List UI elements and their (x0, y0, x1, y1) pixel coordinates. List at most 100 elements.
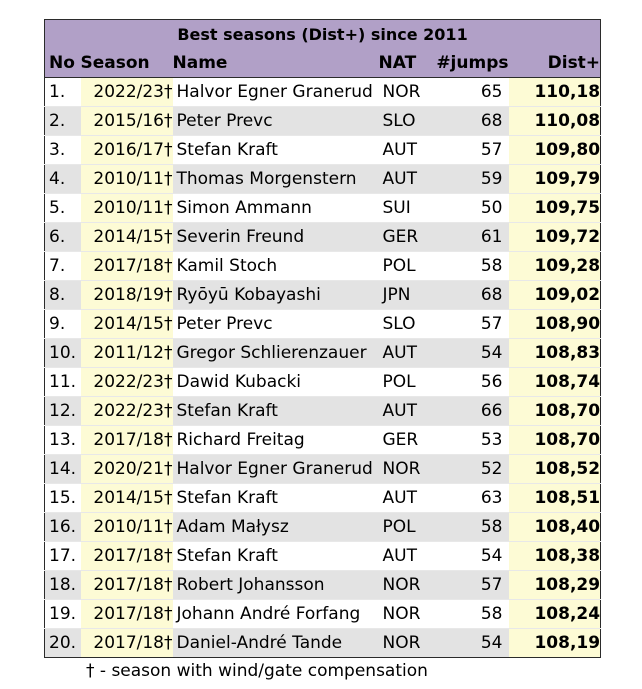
cell-name: Stefan Kraft (172, 541, 379, 571)
cell-name: Stefan Kraft (172, 396, 379, 426)
cell-season: 2014/15† (80, 483, 173, 513)
table-row: 8. 2018/19† Ryōyū Kobayashi JPN 68 109,02 (44, 280, 602, 310)
cell-season: 2016/17† (80, 135, 173, 165)
cell-season: 2011/12† (80, 338, 173, 368)
best-seasons-table: Best seasons (Dist+) since 2011 No Seaso… (43, 19, 602, 658)
cell-name: Halvor Egner Granerud (172, 454, 379, 484)
cell-nat: AUT (378, 541, 436, 571)
cell-dist: 108,90 (508, 309, 602, 339)
table-row: 18. 2017/18† Robert Johansson NOR 57 108,29 (44, 570, 602, 600)
cell-name: Gregor Schlierenzauer (172, 338, 379, 368)
cell-jumps: 65 (435, 77, 509, 107)
cell-jumps: 52 (435, 454, 509, 484)
cell-no: 13. (44, 425, 81, 455)
table-body: 1. 2022/23† Halvor Egner Granerud NOR 65 110,… (44, 77, 602, 658)
table-row: 14. 2020/21† Halvor Egner Granerud NOR 52 108… (44, 454, 602, 484)
cell-season: 2022/23† (80, 367, 173, 397)
cell-no: 18. (44, 570, 81, 600)
cell-jumps: 54 (435, 338, 509, 368)
cell-dist: 108,70 (508, 396, 602, 426)
cell-name: Stefan Kraft (172, 135, 379, 165)
cell-nat: NOR (378, 454, 436, 484)
cell-nat: POL (378, 367, 436, 397)
cell-dist: 109,75 (508, 193, 602, 223)
header-row: No Season Name NAT #jumps Dist+ (44, 49, 602, 78)
cell-nat: POL (378, 251, 436, 281)
table-row: 20. 2017/18† Daniel-André Tande NOR 54 108,19 (44, 628, 602, 658)
cell-jumps: 59 (435, 164, 509, 194)
header-season: Season (80, 49, 173, 78)
cell-nat: AUT (378, 164, 436, 194)
cell-nat: NOR (378, 628, 436, 658)
cell-jumps: 54 (435, 628, 509, 658)
cell-jumps: 50 (435, 193, 509, 223)
header-nat: NAT (378, 49, 436, 78)
cell-name: Peter Prevc (172, 309, 379, 339)
cell-no: 16. (44, 512, 81, 542)
cell-no: 14. (44, 454, 81, 484)
cell-dist: 108,19 (508, 628, 602, 658)
table-row: 15. 2014/15† Stefan Kraft AUT 63 108,51 (44, 483, 602, 513)
cell-name: Simon Ammann (172, 193, 379, 223)
cell-jumps: 66 (435, 396, 509, 426)
table-row: 2. 2015/16† Peter Prevc SLO 68 110,08 (44, 106, 602, 136)
cell-season: 2017/18† (80, 251, 173, 281)
table-row: 1. 2022/23† Halvor Egner Granerud NOR 65 110,… (44, 77, 602, 107)
cell-season: 2022/23† (80, 396, 173, 426)
cell-jumps: 57 (435, 570, 509, 600)
cell-dist: 108,38 (508, 541, 602, 571)
cell-name: Ryōyū Kobayashi (172, 280, 379, 310)
cell-nat: GER (378, 425, 436, 455)
table-row: 11. 2022/23† Dawid Kubacki POL 56 108,74 (44, 367, 602, 397)
table-row: 13. 2017/18† Richard Freitag GER 53 108,70 (44, 425, 602, 455)
cell-no: 5. (44, 193, 81, 223)
header-name: Name (172, 49, 379, 78)
cell-jumps: 68 (435, 106, 509, 136)
table-row: 7. 2017/18† Kamil Stoch POL 58 109,28 (44, 251, 602, 281)
cell-nat: AUT (378, 483, 436, 513)
cell-jumps: 53 (435, 425, 509, 455)
cell-jumps: 68 (435, 280, 509, 310)
table-row: 3. 2016/17† Stefan Kraft AUT 57 109,80 (44, 135, 602, 165)
cell-jumps: 63 (435, 483, 509, 513)
cell-season: 2020/21† (80, 454, 173, 484)
table-row: 6. 2014/15† Severin Freund GER 61 109,72 (44, 222, 602, 252)
cell-nat: SUI (378, 193, 436, 223)
cell-nat: NOR (378, 570, 436, 600)
cell-dist: 109,80 (508, 135, 602, 165)
cell-jumps: 57 (435, 135, 509, 165)
cell-name: Halvor Egner Granerud (172, 77, 379, 107)
cell-dist: 109,72 (508, 222, 602, 252)
cell-jumps: 54 (435, 541, 509, 571)
cell-dist: 108,70 (508, 425, 602, 455)
cell-season: 2017/18† (80, 425, 173, 455)
cell-name: Kamil Stoch (172, 251, 379, 281)
cell-jumps: 61 (435, 222, 509, 252)
header-no: No (44, 49, 81, 78)
cell-dist: 108,52 (508, 454, 602, 484)
cell-no: 7. (44, 251, 81, 281)
footnote: † - season with wind/gate compensation (86, 661, 428, 681)
cell-name: Peter Prevc (172, 106, 379, 136)
cell-name: Dawid Kubacki (172, 367, 379, 397)
cell-season: 2017/18† (80, 541, 173, 571)
cell-season: 2010/11† (80, 512, 173, 542)
cell-nat: AUT (378, 396, 436, 426)
cell-name: Severin Freund (172, 222, 379, 252)
cell-jumps: 57 (435, 309, 509, 339)
cell-no: 12. (44, 396, 81, 426)
cell-season: 2014/15† (80, 309, 173, 339)
cell-dist: 110,18 (508, 77, 602, 107)
cell-dist: 108,74 (508, 367, 602, 397)
table-row: 5. 2010/11† Simon Ammann SUI 50 109,75 (44, 193, 602, 223)
cell-no: 8. (44, 280, 81, 310)
cell-nat: AUT (378, 135, 436, 165)
cell-jumps: 58 (435, 251, 509, 281)
cell-season: 2018/19† (80, 280, 173, 310)
cell-season: 2010/11† (80, 193, 173, 223)
cell-jumps: 58 (435, 599, 509, 629)
cell-name: Thomas Morgenstern (172, 164, 379, 194)
cell-nat: GER (378, 222, 436, 252)
cell-season: 2010/11† (80, 164, 173, 194)
header-jumps: #jumps (435, 49, 509, 78)
